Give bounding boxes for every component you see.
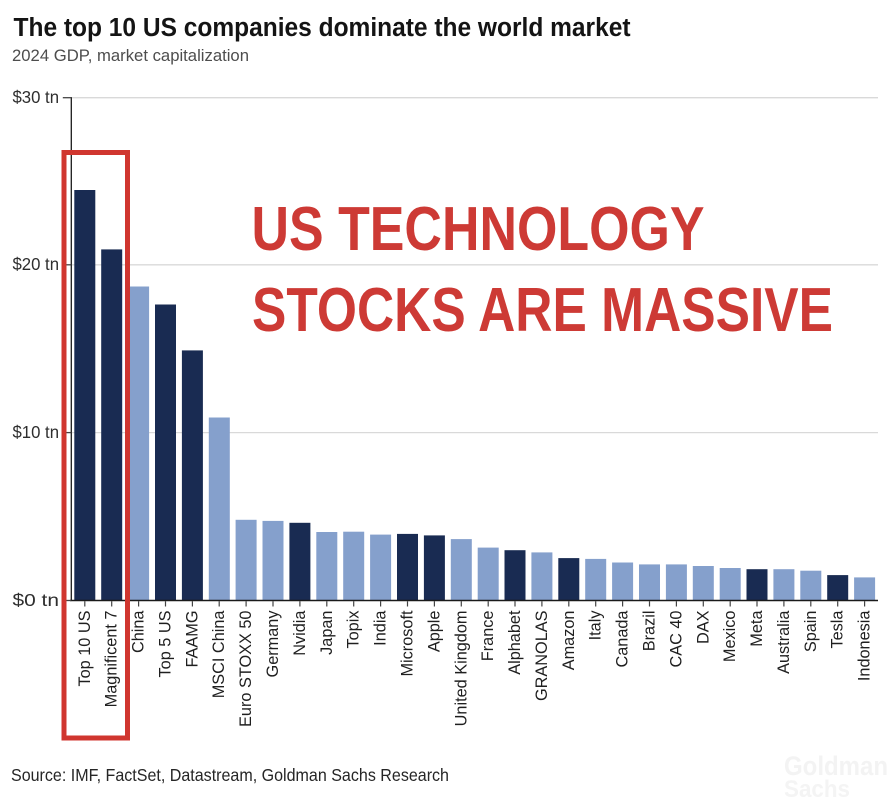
svg-text:$30 tn: $30 tn bbox=[13, 87, 60, 107]
svg-text:Apple: Apple bbox=[425, 611, 443, 653]
svg-text:STOCKS ARE MASSIVE: STOCKS ARE MASSIVE bbox=[252, 276, 833, 345]
svg-text:MSCI China: MSCI China bbox=[210, 610, 228, 699]
svg-text:CAC 40: CAC 40 bbox=[667, 611, 685, 668]
svg-text:US TECHNOLOGY: US TECHNOLOGY bbox=[252, 195, 705, 264]
svg-text:$20 tn: $20 tn bbox=[13, 254, 60, 274]
svg-text:Alphabet: Alphabet bbox=[506, 610, 524, 675]
svg-text:Amazon: Amazon bbox=[560, 611, 578, 671]
svg-text:2024 GDP, market capitalizatio: 2024 GDP, market capitalization bbox=[12, 46, 249, 65]
svg-text:Nvidia: Nvidia bbox=[291, 610, 309, 656]
svg-text:DAX: DAX bbox=[694, 610, 712, 644]
svg-text:Germany: Germany bbox=[264, 610, 282, 678]
svg-text:GRANOLAS: GRANOLAS bbox=[533, 610, 551, 701]
svg-text:India: India bbox=[372, 610, 390, 646]
svg-text:France: France bbox=[479, 611, 497, 662]
svg-text:Microsoft: Microsoft bbox=[399, 610, 417, 677]
svg-text:Magnificent 7: Magnificent 7 bbox=[103, 611, 121, 708]
svg-text:Brazil: Brazil bbox=[641, 611, 659, 652]
svg-text:Topix: Topix bbox=[345, 611, 363, 649]
svg-text:Indonesia: Indonesia bbox=[856, 610, 874, 682]
svg-text:The top 10 US companies domina: The top 10 US companies dominate the wor… bbox=[14, 14, 631, 42]
svg-text:Italy: Italy bbox=[587, 610, 605, 641]
svg-text:Spain: Spain bbox=[802, 611, 820, 653]
svg-text:Tesla: Tesla bbox=[829, 610, 847, 649]
svg-text:Sachs: Sachs bbox=[784, 776, 850, 799]
svg-text:China: China bbox=[130, 610, 148, 653]
svg-text:Top 10 US: Top 10 US bbox=[76, 610, 94, 686]
svg-text:$10 tn: $10 tn bbox=[13, 422, 60, 442]
svg-text:United Kingdom: United Kingdom bbox=[452, 611, 470, 727]
svg-text:Canada: Canada bbox=[614, 610, 632, 668]
svg-text:Goldman: Goldman bbox=[784, 751, 888, 781]
svg-text:$0 tn: $0 tn bbox=[13, 590, 60, 610]
svg-text:Australia: Australia bbox=[775, 610, 793, 674]
svg-text:Top 5 US: Top 5 US bbox=[157, 610, 175, 677]
svg-text:Mexico: Mexico bbox=[721, 611, 739, 663]
svg-text:Meta: Meta bbox=[748, 610, 766, 647]
svg-text:FAAMG: FAAMG bbox=[183, 611, 201, 668]
svg-text:Source: IMF, FactSet, Datastre: Source: IMF, FactSet, Datastream, Goldma… bbox=[11, 765, 449, 785]
svg-text:Euro STOXX 50: Euro STOXX 50 bbox=[237, 611, 255, 727]
svg-text:Japan: Japan bbox=[318, 611, 336, 655]
